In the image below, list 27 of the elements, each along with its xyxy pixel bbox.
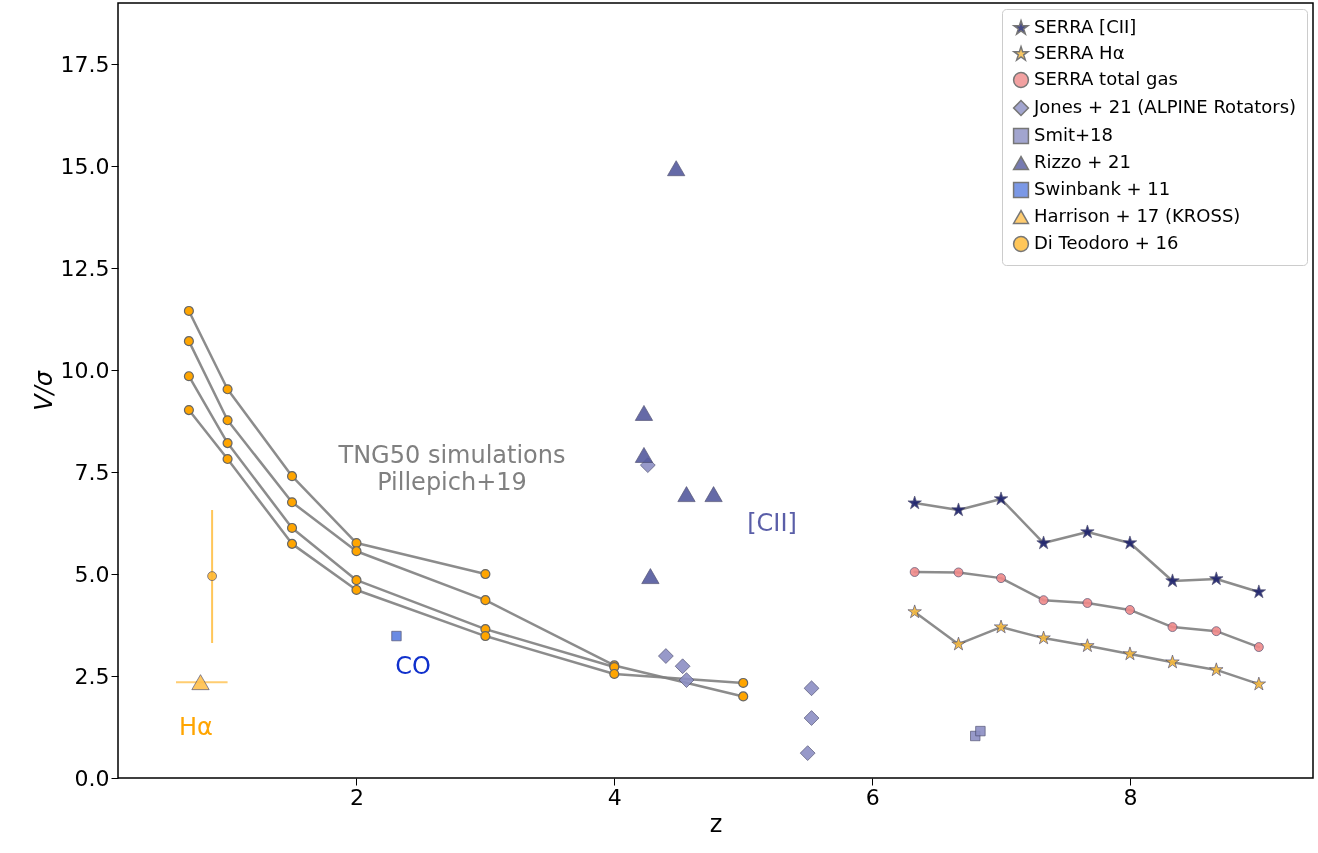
legend-label: Di Teodoro + 16: [1034, 232, 1179, 253]
x-tick-label: 8: [1123, 784, 1138, 810]
y-axis-title: V/σ: [29, 370, 58, 411]
x-axis-title: z: [709, 809, 723, 838]
legend-label: SERRA Hα: [1034, 42, 1125, 63]
annotation: CO: [395, 652, 431, 680]
legend-label: Jones + 21 (ALPINE Rotators): [1033, 96, 1297, 117]
annotation: [CII]: [747, 509, 797, 537]
y-tick-label: 10.0: [60, 357, 110, 383]
legend-label: Smit+18: [1034, 124, 1114, 145]
y-tick-label: 7.5: [74, 459, 110, 485]
x-tick-label: 6: [865, 784, 880, 810]
y-tick-label: 12.5: [60, 255, 110, 281]
legend-label: SERRA [CII]: [1034, 16, 1137, 37]
y-tick-label: 2.5: [74, 663, 110, 689]
legend-label: Rizzo + 21: [1034, 151, 1131, 172]
y-tick-label: 0.0: [74, 765, 110, 791]
legend-label: SERRA total gas: [1034, 68, 1178, 89]
y-tick-label: 5.0: [74, 561, 110, 587]
legend-label: Swinbank + 11: [1034, 178, 1171, 199]
annotation: TNG50 simulations Pillepich+19: [337, 441, 566, 496]
legend-label: Harrison + 17 (KROSS): [1034, 205, 1241, 226]
annotation: Hα: [179, 713, 213, 741]
x-tick-label: 4: [607, 784, 622, 810]
y-tick-label: 15.0: [60, 153, 110, 179]
x-tick-label: 2: [349, 784, 364, 810]
y-tick-label: 17.5: [60, 51, 110, 77]
